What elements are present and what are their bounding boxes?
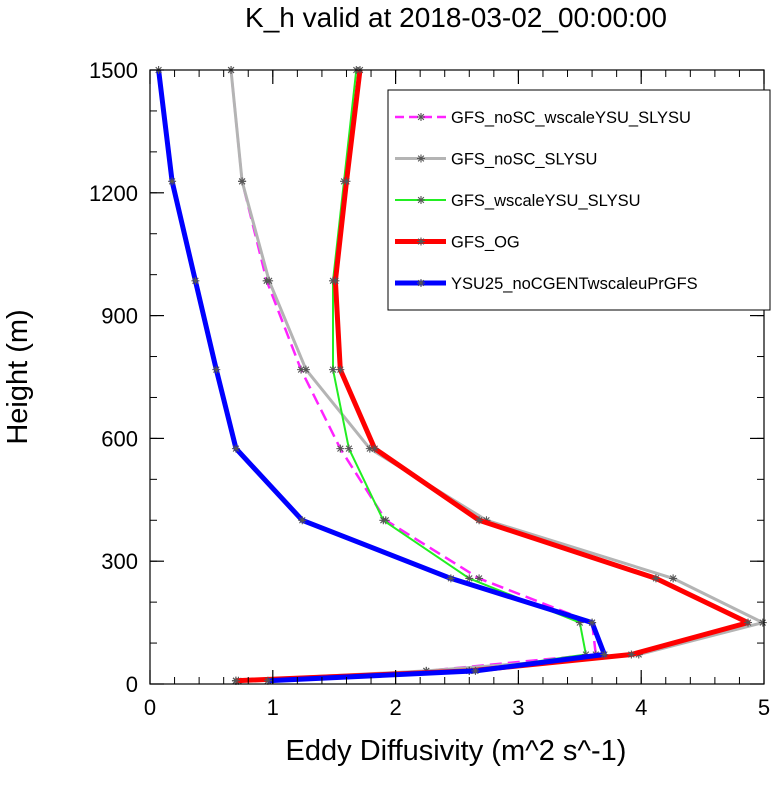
legend-entry: GFS_noSC_SLYSU xyxy=(395,151,597,169)
legend-box xyxy=(387,89,771,311)
series-point xyxy=(475,516,484,525)
legend: GFS_noSC_wscaleYSU_SLYSU GFS_noSC_SLYSU GF… xyxy=(387,89,771,311)
series-point xyxy=(465,574,474,583)
legend-entry: GFS_OG xyxy=(395,234,520,252)
series-point xyxy=(651,574,660,583)
series-point xyxy=(342,177,351,186)
series-point xyxy=(475,574,484,583)
series-point xyxy=(298,516,307,525)
series-point xyxy=(231,444,240,453)
series-point xyxy=(575,618,584,627)
series-point xyxy=(379,516,388,525)
series-point xyxy=(168,177,177,186)
series-point xyxy=(744,618,753,627)
series-point xyxy=(328,365,337,374)
series-point xyxy=(231,676,240,685)
series-point xyxy=(331,276,340,285)
series-point xyxy=(344,444,353,453)
series-point xyxy=(297,365,306,374)
x-tick-label: 5 xyxy=(758,695,770,720)
y-tick-label: 1200 xyxy=(89,181,138,206)
series-point xyxy=(212,365,221,374)
x-axis-label: Eddy Diffusivity (m^2 s^-1) xyxy=(286,735,627,767)
series-point xyxy=(446,574,455,583)
legend-marker xyxy=(417,279,425,287)
legend-entry: GFS_noSC_wscaleYSU_SLYSU xyxy=(395,109,691,127)
legend-marker xyxy=(417,196,425,204)
series-point xyxy=(336,365,345,374)
y-tick-label: 1500 xyxy=(89,58,138,83)
series-point xyxy=(370,444,379,453)
legend-marker xyxy=(417,113,425,121)
series-point xyxy=(365,444,374,453)
axis-ticks: 0 1 2 3 4 5 0 300 600 900 1200 1500 xyxy=(89,58,770,720)
series-point xyxy=(758,618,767,627)
series-point xyxy=(669,574,678,583)
plot-series xyxy=(154,66,767,685)
series-point xyxy=(627,650,636,659)
series-point xyxy=(301,365,310,374)
chart-title: K_h valid at 2018-03-02_00:00:00 xyxy=(245,2,667,33)
legend-label: GFS_OG xyxy=(451,234,520,252)
series-point xyxy=(191,276,200,285)
series-point xyxy=(263,676,272,685)
y-tick-label: 300 xyxy=(101,549,138,574)
x-tick-label: 1 xyxy=(267,695,279,720)
legend-marker xyxy=(417,237,425,246)
x-tick-label: 0 xyxy=(144,695,156,720)
x-tick-label: 2 xyxy=(389,695,401,720)
series-point xyxy=(600,650,609,659)
y-tick-label: 900 xyxy=(101,304,138,329)
series-point xyxy=(588,618,597,627)
series-point xyxy=(336,444,345,453)
legend-label: GFS_noSC_SLYSU xyxy=(451,151,597,169)
legend-entry: YSU25_noCGENTwscaleuPrGFS xyxy=(395,275,698,293)
legend-label: GFS_noSC_wscaleYSU_SLYSU xyxy=(451,109,691,127)
legend-label: GFS_wscaleYSU_SLYSU xyxy=(451,192,641,210)
series-point xyxy=(238,177,247,186)
y-tick-label: 600 xyxy=(101,426,138,451)
legend-label: YSU25_noCGENTwscaleuPrGFS xyxy=(451,275,698,293)
legend-entry: GFS_wscaleYSU_SLYSU xyxy=(395,192,641,210)
x-tick-label: 3 xyxy=(512,695,524,720)
y-axis-label: Height (m) xyxy=(2,309,34,444)
y-tick-label: 0 xyxy=(126,672,138,697)
plot-frame xyxy=(149,69,765,685)
x-tick-label: 4 xyxy=(635,695,647,720)
series-point xyxy=(265,276,274,285)
legend-marker xyxy=(417,154,425,163)
series-point xyxy=(471,666,480,675)
